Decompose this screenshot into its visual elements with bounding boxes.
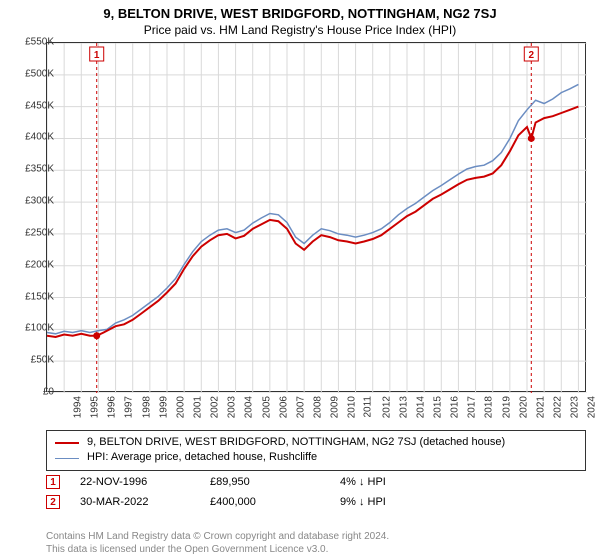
x-tick-label: 2014 <box>415 396 426 418</box>
x-tick-label: 2012 <box>381 396 392 418</box>
x-tick-label: 2002 <box>209 396 220 418</box>
x-tick-label: 2004 <box>244 396 255 418</box>
footer: Contains HM Land Registry data © Crown c… <box>46 530 586 556</box>
annotation-price-2: £400,000 <box>210 496 320 508</box>
x-tick-label: 2005 <box>261 396 272 418</box>
x-tick-label: 2022 <box>552 396 563 418</box>
chart-title: 9, BELTON DRIVE, WEST BRIDGFORD, NOTTING… <box>0 0 600 21</box>
plot-inner: 12 <box>46 42 586 392</box>
x-tick-label: 2021 <box>535 396 546 418</box>
legend-swatch-hpi <box>55 458 79 459</box>
annotation-delta-2: 9% ↓ HPI <box>340 496 450 508</box>
x-tick-label: 2019 <box>501 396 512 418</box>
legend-row-property: 9, BELTON DRIVE, WEST BRIDGFORD, NOTTING… <box>55 435 577 450</box>
legend: 9, BELTON DRIVE, WEST BRIDGFORD, NOTTING… <box>46 430 586 471</box>
legend-row-hpi: HPI: Average price, detached house, Rush… <box>55 450 577 465</box>
y-tick-label: £150K <box>25 291 54 302</box>
x-tick-label: 2008 <box>312 396 323 418</box>
chart-svg: 12 <box>47 43 587 393</box>
x-tick-label: 2015 <box>432 396 443 418</box>
annotation-delta-1: 4% ↓ HPI <box>340 476 450 488</box>
annotation-marker-2: 2 <box>46 495 60 509</box>
x-tick-label: 2017 <box>467 396 478 418</box>
y-tick-label: £500K <box>25 68 54 79</box>
y-tick-label: £50K <box>31 355 54 366</box>
annotation-row-2: 2 30-MAR-2022 £400,000 9% ↓ HPI <box>46 492 586 512</box>
x-tick-label: 2007 <box>295 396 306 418</box>
x-tick-label: 2006 <box>278 396 289 418</box>
x-tick-label: 2010 <box>347 396 358 418</box>
footer-line-2: This data is licensed under the Open Gov… <box>46 543 586 556</box>
y-tick-label: £300K <box>25 196 54 207</box>
y-tick-label: £350K <box>25 164 54 175</box>
y-tick-label: £200K <box>25 259 54 270</box>
x-tick-label: 2020 <box>518 396 529 418</box>
x-tick-label: 1998 <box>141 396 152 418</box>
annotation-date-1: 22-NOV-1996 <box>80 476 190 488</box>
y-tick-label: £450K <box>25 100 54 111</box>
y-tick-label: £0 <box>43 387 54 398</box>
footer-line-1: Contains HM Land Registry data © Crown c… <box>46 530 586 543</box>
x-tick-label: 2018 <box>484 396 495 418</box>
svg-text:1: 1 <box>94 50 100 61</box>
y-tick-label: £100K <box>25 323 54 334</box>
y-tick-label: £550K <box>25 37 54 48</box>
chart-subtitle: Price paid vs. HM Land Registry's House … <box>0 21 600 43</box>
x-tick-label: 2023 <box>569 396 580 418</box>
x-tick-label: 2011 <box>363 396 374 418</box>
x-tick-label: 1994 <box>72 396 83 418</box>
x-tick-label: 2000 <box>175 396 186 418</box>
x-tick-label: 1997 <box>124 396 135 418</box>
x-tick-label: 1995 <box>89 396 100 418</box>
legend-label-hpi: HPI: Average price, detached house, Rush… <box>87 450 317 465</box>
legend-label-property: 9, BELTON DRIVE, WEST BRIDGFORD, NOTTING… <box>87 435 505 450</box>
svg-text:2: 2 <box>529 50 535 61</box>
x-tick-label: 2013 <box>398 396 409 418</box>
x-tick-label: 2003 <box>227 396 238 418</box>
x-tick-label: 2024 <box>587 396 598 418</box>
plot-area: 12 <box>46 42 586 392</box>
annotation-date-2: 30-MAR-2022 <box>80 496 190 508</box>
x-tick-label: 2001 <box>192 396 203 418</box>
legend-swatch-property <box>55 442 79 444</box>
y-tick-label: £250K <box>25 227 54 238</box>
y-tick-label: £400K <box>25 132 54 143</box>
x-tick-label: 2016 <box>449 396 460 418</box>
x-tick-label: 2009 <box>329 396 340 418</box>
annotation-row-1: 1 22-NOV-1996 £89,950 4% ↓ HPI <box>46 472 586 492</box>
x-tick-label: 1999 <box>158 396 169 418</box>
x-tick-label: 1996 <box>107 396 118 418</box>
annotations: 1 22-NOV-1996 £89,950 4% ↓ HPI 2 30-MAR-… <box>46 472 586 512</box>
chart-container: 9, BELTON DRIVE, WEST BRIDGFORD, NOTTING… <box>0 0 600 560</box>
annotation-marker-1: 1 <box>46 475 60 489</box>
annotation-price-1: £89,950 <box>210 476 320 488</box>
